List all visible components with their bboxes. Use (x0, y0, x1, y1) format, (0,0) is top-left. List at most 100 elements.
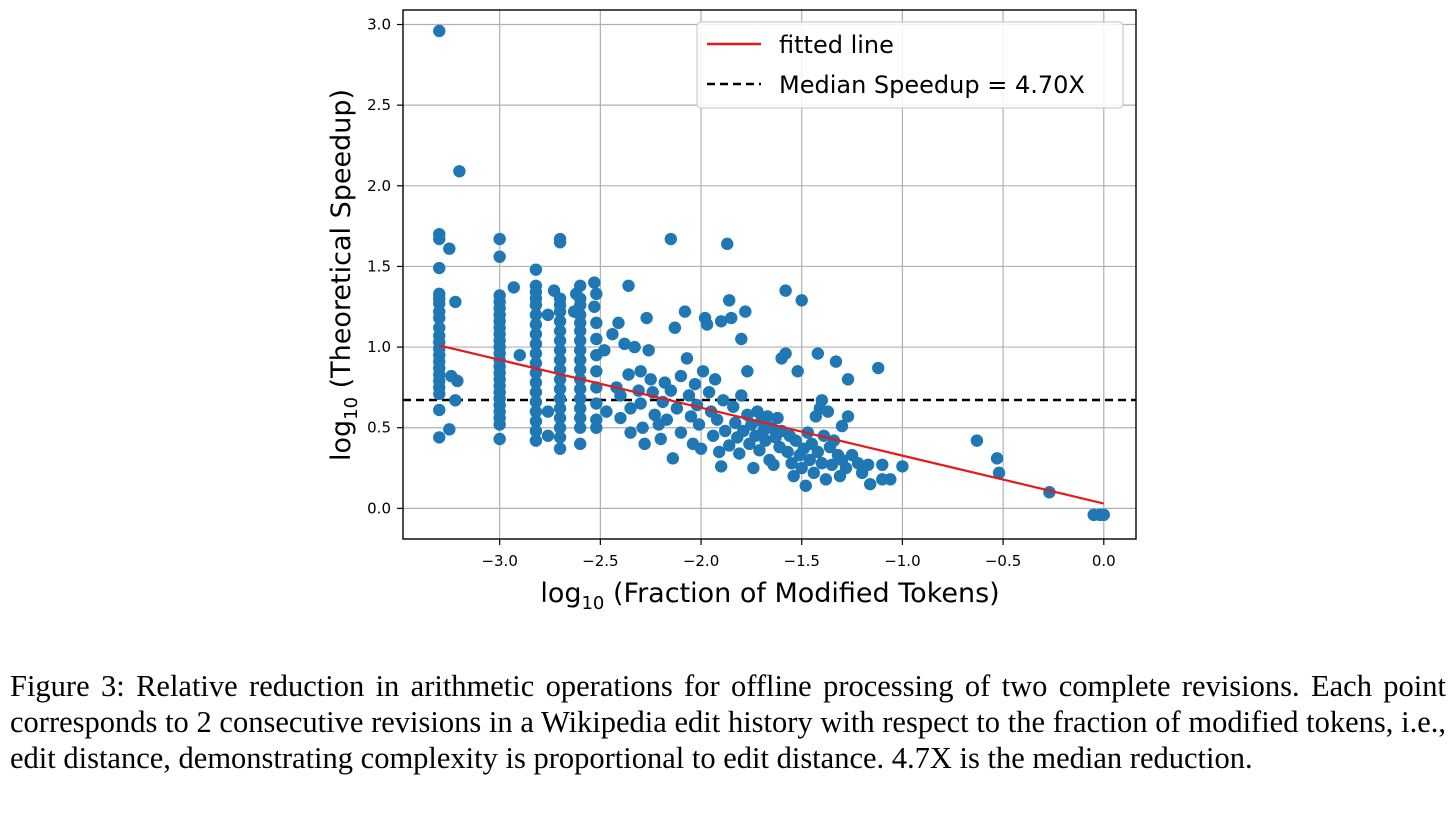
data-point (761, 410, 774, 423)
data-point (795, 461, 808, 475)
data-point (614, 389, 627, 402)
x-tick-label: −1.5 (784, 552, 820, 570)
data-point (815, 394, 829, 407)
x-tick-label: −1.0 (884, 552, 920, 570)
data-point (706, 429, 720, 442)
data-point (553, 334, 567, 347)
x-tick-label: 0.0 (1092, 552, 1116, 570)
data-point (884, 473, 897, 486)
data-point (513, 348, 526, 362)
x-axis-label-sub: 10 (581, 593, 604, 614)
data-point (702, 386, 716, 399)
data-point (642, 344, 655, 357)
x-axis-label-text: (Fraction of Modified Tokens) (604, 578, 999, 609)
data-point (574, 402, 587, 415)
data-point (590, 332, 603, 346)
data-point (688, 377, 702, 391)
data-point (449, 295, 462, 309)
data-point (861, 458, 875, 472)
data-point (622, 279, 635, 292)
data-point (493, 418, 506, 431)
data-point (541, 429, 555, 442)
data-point (553, 411, 567, 425)
x-axis-label-log: log (540, 578, 581, 609)
data-point (712, 445, 726, 459)
figure-caption: Figure 3: Relative reduction in arithmet… (10, 668, 1446, 776)
data-point (723, 439, 736, 452)
legend-box (696, 21, 1124, 109)
data-point (725, 311, 738, 325)
data-point (674, 369, 688, 383)
data-point (787, 469, 800, 483)
data-point (696, 365, 710, 378)
data-points (433, 24, 1110, 522)
y-axis-ticks: 0.0 0.5 1.0 1.5 2.0 2.5 3.0 (367, 16, 403, 517)
data-point (638, 437, 651, 451)
data-point (529, 327, 543, 341)
data-point (789, 434, 802, 447)
data-point (735, 332, 748, 346)
data-point (453, 165, 466, 178)
data-point (751, 405, 764, 418)
x-tick-label: −2.5 (582, 552, 618, 570)
data-point (529, 298, 543, 312)
data-point (811, 347, 825, 360)
data-point (529, 308, 543, 322)
data-point (541, 405, 555, 418)
data-point (771, 411, 784, 425)
data-point (529, 376, 543, 389)
data-point (648, 408, 661, 422)
data-point (896, 460, 909, 473)
x-tick-label: −0.5 (985, 552, 1021, 570)
y-axis-label: log10 (Theoretical Speedup) (326, 89, 362, 461)
x-axis-ticks: −3.0 −2.5 −2.0 −1.5 −1.0 −0.5 0.0 (481, 539, 1116, 570)
data-point (600, 405, 613, 418)
data-point (741, 365, 754, 378)
plot-frame (402, 9, 1137, 540)
x-tick-label: −3.0 (481, 552, 517, 570)
data-point (529, 337, 543, 351)
data-point (612, 316, 625, 330)
data-point (759, 434, 772, 447)
data-point (668, 321, 682, 334)
y-axis-label-sub: 10 (341, 397, 362, 420)
y-tick-label: 0.0 (367, 499, 391, 517)
y-tick-label: 2.5 (367, 96, 391, 114)
data-point (872, 361, 885, 375)
y-axis-label-log: log (326, 420, 357, 461)
data-point (553, 382, 567, 396)
scatter-chart: −3.0 −2.5 −2.0 −1.5 −1.0 −0.5 0.0 0.0 0.5 1.0 1.5… (326, 9, 1137, 614)
data-point (729, 416, 742, 430)
data-point (553, 305, 567, 318)
data-point (718, 424, 732, 438)
data-point (735, 389, 748, 402)
data-point (767, 458, 780, 472)
data-point (433, 24, 446, 38)
data-point (970, 434, 984, 447)
data-point (493, 250, 506, 263)
data-point (710, 413, 724, 426)
data-point (493, 432, 506, 446)
data-point (753, 444, 766, 457)
data-point (666, 452, 680, 465)
data-point (529, 318, 543, 331)
data-point (529, 386, 543, 399)
data-point (529, 405, 543, 418)
data-point (449, 394, 462, 407)
data-point (598, 344, 611, 357)
legend-fitted-line-label: fitted line (779, 31, 894, 59)
data-point (829, 355, 843, 368)
data-point (733, 447, 746, 460)
data-point (692, 418, 706, 431)
caption-line-1: Figure 3: Relative reduction in arithmet… (10, 669, 1300, 703)
data-point (529, 357, 543, 370)
data-point (574, 279, 587, 292)
data-point (574, 344, 587, 357)
legend-median-line-label: Median Speedup = 4.70X (779, 71, 1085, 99)
data-point (553, 236, 567, 249)
data-point (588, 300, 601, 313)
x-axis-label: log10 (Fraction of Modified Tokens) (540, 578, 999, 614)
data-point (636, 421, 649, 434)
data-point (1097, 508, 1110, 522)
data-point (433, 232, 446, 246)
